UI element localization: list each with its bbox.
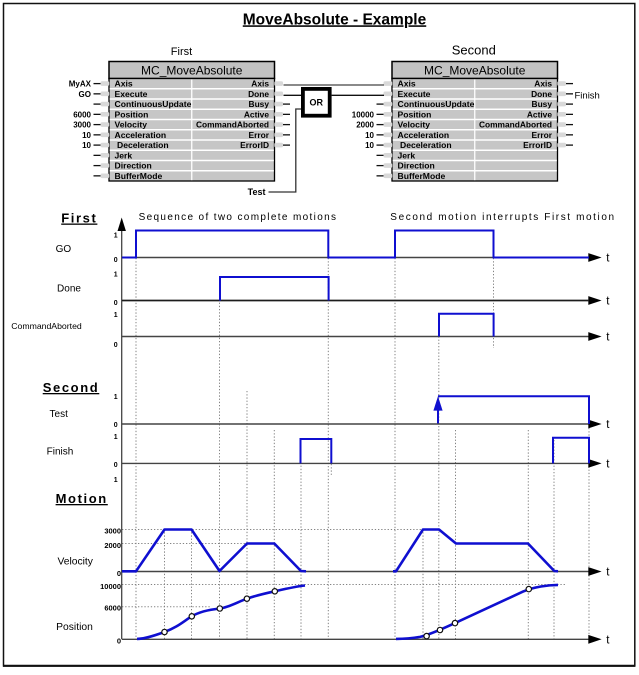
svg-text:Execute: Execute <box>115 89 148 99</box>
svg-text:0: 0 <box>117 569 121 578</box>
svg-text:Error: Error <box>249 130 270 140</box>
svg-text:1: 1 <box>114 272 118 279</box>
svg-text:0: 0 <box>114 342 118 349</box>
svg-text:Sequence of two complete motio: Sequence of two complete motions <box>139 212 338 223</box>
svg-text:Axis: Axis <box>398 79 416 89</box>
svg-text:1: 1 <box>114 434 118 441</box>
svg-text:ContinuousUpdate: ContinuousUpdate <box>398 99 475 109</box>
svg-text:10: 10 <box>365 131 374 140</box>
svg-text:3000: 3000 <box>104 526 121 535</box>
svg-text:Velocity: Velocity <box>57 556 93 567</box>
svg-text:Done: Done <box>248 89 269 99</box>
svg-text:10000: 10000 <box>352 110 375 119</box>
svg-text:Busy: Busy <box>249 99 270 109</box>
svg-text:t: t <box>606 458 610 470</box>
svg-text:Active: Active <box>244 109 269 119</box>
svg-text:Jerk: Jerk <box>115 150 133 160</box>
svg-text:6000: 6000 <box>104 604 121 613</box>
svg-text:First: First <box>61 211 97 226</box>
svg-text:t: t <box>606 634 610 646</box>
svg-text:Done: Done <box>531 89 552 99</box>
svg-text:t: t <box>606 419 610 431</box>
svg-text:Second: Second <box>43 380 100 395</box>
svg-text:Axis: Axis <box>251 79 269 89</box>
svg-text:10: 10 <box>82 141 91 150</box>
svg-text:Busy: Busy <box>532 99 553 109</box>
svg-text:Axis: Axis <box>115 79 133 89</box>
svg-text:t: t <box>606 296 610 308</box>
svg-text:MyAX: MyAX <box>69 80 92 89</box>
svg-text:CommandAborted: CommandAborted <box>479 120 552 130</box>
svg-text:Execute: Execute <box>398 89 431 99</box>
svg-text:Second motion interrupts First: Second motion interrupts First motion <box>390 212 615 223</box>
svg-text:Test: Test <box>248 187 266 197</box>
svg-text:Finish: Finish <box>47 447 74 458</box>
svg-text:6000: 6000 <box>73 110 91 119</box>
svg-text:Axis: Axis <box>534 79 552 89</box>
svg-text:MC_MoveAbsolute: MC_MoveAbsolute <box>141 64 243 78</box>
svg-text:Test: Test <box>50 409 69 420</box>
svg-text:Second: Second <box>452 42 496 57</box>
svg-text:1: 1 <box>114 394 118 401</box>
svg-text:Position: Position <box>398 109 432 119</box>
svg-text:Finish: Finish <box>575 90 600 101</box>
svg-text:BufferMode: BufferMode <box>398 171 446 181</box>
svg-text:0: 0 <box>114 422 118 429</box>
svg-text:Done: Done <box>57 284 81 295</box>
svg-text:Deceleration: Deceleration <box>117 140 169 150</box>
svg-text:Jerk: Jerk <box>398 150 416 160</box>
svg-text:t: t <box>606 253 610 265</box>
svg-text:Deceleration: Deceleration <box>400 140 452 150</box>
svg-text:Position: Position <box>56 622 93 633</box>
svg-text:Active: Active <box>527 109 552 119</box>
svg-text:Velocity: Velocity <box>398 120 431 130</box>
svg-text:Velocity: Velocity <box>115 120 148 130</box>
svg-text:t: t <box>606 567 610 579</box>
svg-text:First: First <box>171 46 192 58</box>
svg-text:Acceleration: Acceleration <box>115 130 167 140</box>
svg-text:ContinuousUpdate: ContinuousUpdate <box>115 99 192 109</box>
svg-text:ErrorID: ErrorID <box>523 140 552 150</box>
svg-text:0: 0 <box>114 257 118 264</box>
svg-text:GO: GO <box>56 244 72 255</box>
svg-text:10000: 10000 <box>100 582 121 591</box>
svg-text:10: 10 <box>365 141 374 150</box>
svg-text:1: 1 <box>114 312 118 319</box>
svg-text:0: 0 <box>117 636 121 645</box>
svg-text:MC_MoveAbsolute: MC_MoveAbsolute <box>424 64 526 78</box>
svg-text:ErrorID: ErrorID <box>240 140 269 150</box>
svg-text:Error: Error <box>532 130 553 140</box>
svg-text:3000: 3000 <box>73 121 91 130</box>
svg-text:2000: 2000 <box>104 541 121 550</box>
svg-text:CommandAborted: CommandAborted <box>196 120 269 130</box>
svg-text:GO: GO <box>79 90 91 99</box>
svg-text:MoveAbsolute - Example: MoveAbsolute - Example <box>243 11 427 28</box>
svg-text:t: t <box>606 332 610 344</box>
svg-text:1: 1 <box>114 477 118 484</box>
svg-text:10: 10 <box>82 131 91 140</box>
svg-text:1: 1 <box>114 233 118 240</box>
svg-text:Acceleration: Acceleration <box>398 130 450 140</box>
svg-text:Position: Position <box>115 109 149 119</box>
svg-text:Direction: Direction <box>398 161 435 171</box>
svg-text:OR: OR <box>310 98 324 108</box>
svg-text:Motion: Motion <box>56 491 108 506</box>
svg-text:0: 0 <box>114 300 118 307</box>
svg-text:0: 0 <box>114 462 118 469</box>
svg-text:CommandAborted: CommandAborted <box>11 321 82 331</box>
svg-text:BufferMode: BufferMode <box>115 171 163 181</box>
svg-text:2000: 2000 <box>356 121 374 130</box>
svg-text:Direction: Direction <box>115 161 152 171</box>
